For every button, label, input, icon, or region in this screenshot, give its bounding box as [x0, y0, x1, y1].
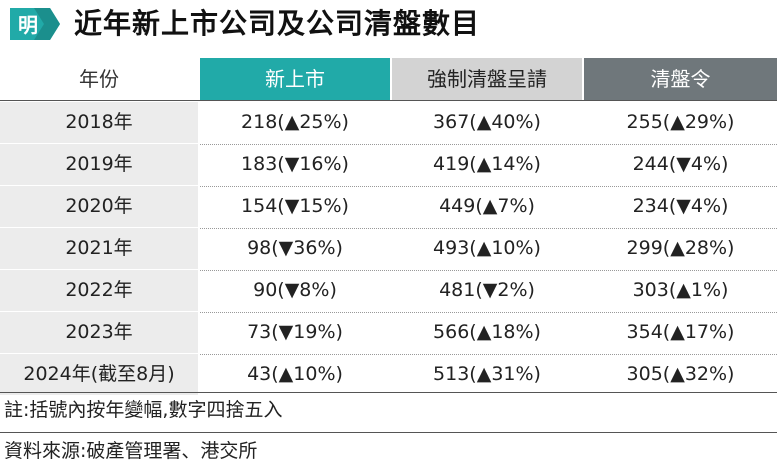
header-year: 年份 [79, 67, 119, 91]
page-title: 近年新上市公司及公司清盤數目 [74, 7, 481, 40]
order-cell: 234(▼4%) [632, 195, 729, 217]
petition-cell: 513(▲31%) [433, 363, 541, 385]
year-cell: 2021年 [0, 228, 198, 269]
row-divider [200, 144, 777, 145]
ming-pao-logo-icon: 明 [10, 8, 60, 40]
note-divider [0, 432, 777, 433]
order-cell: 255(▲29%) [626, 111, 735, 133]
order-cell: 305(▲32%) [626, 363, 735, 385]
row-divider [200, 186, 777, 187]
ipo-cell: 73(▼19%) [247, 321, 343, 343]
table-row: 2024年(截至8月) 43(▲10%) 513(▲31%) 305(▲32%) [0, 354, 777, 395]
ipo-cell: 183(▼16%) [241, 153, 349, 175]
table-bottom-divider [0, 392, 777, 393]
table-row: 2018年 218(▲25%) 367(▲40%) 255(▲29%) [0, 102, 777, 143]
petition-cell: 566(▲18%) [433, 321, 541, 343]
table-row: 2022年 90(▼8%) 481(▼2%) 303(▲1%) [0, 270, 777, 311]
ipo-cell: 98(▼36%) [247, 237, 343, 259]
year-cell: 2023年 [0, 312, 198, 353]
row-divider [200, 270, 777, 271]
year-cell: 2024年(截至8月) [0, 354, 198, 395]
table-row: 2020年 154(▼15%) 449(▲7%) 234(▼4%) [0, 186, 777, 227]
title-bar: 明 近年新上市公司及公司清盤數目 [0, 0, 777, 48]
header-new-listings: 新上市 [200, 58, 390, 100]
table-row: 2021年 98(▼36%) 493(▲10%) 299(▲28%) [0, 228, 777, 269]
petition-cell: 481(▼2%) [439, 279, 535, 301]
row-divider [200, 228, 777, 229]
header-winding-up-orders: 清盤令 [584, 58, 777, 100]
order-cell: 299(▲28%) [626, 237, 735, 259]
order-cell: 354(▲17%) [626, 321, 735, 343]
logo-text: 明 [18, 13, 38, 37]
table-row: 2019年 183(▼16%) 419(▲14%) 244(▼4%) [0, 144, 777, 185]
table-row: 2023年 73(▼19%) 566(▲18%) 354(▲17%) [0, 312, 777, 353]
ipo-cell: 43(▲10%) [247, 363, 343, 385]
header-divider [0, 100, 777, 101]
footnote: 註:括號內按年變幅,數字四捨五入 [4, 399, 283, 421]
header-winding-up-petitions: 強制清盤呈請 [392, 58, 582, 100]
petition-cell: 449(▲7%) [439, 195, 535, 217]
order-cell: 303(▲1%) [632, 279, 729, 301]
row-divider [200, 354, 777, 355]
petition-cell: 493(▲10%) [433, 237, 541, 259]
row-divider [200, 312, 777, 313]
year-cell: 2020年 [0, 186, 198, 227]
order-cell: 244(▼4%) [632, 153, 729, 175]
year-cell: 2019年 [0, 144, 198, 185]
table-header-row: 年份 新上市 強制清盤呈請 清盤令 [0, 58, 777, 100]
year-cell: 2018年 [0, 102, 198, 143]
petition-cell: 367(▲40%) [433, 111, 541, 133]
petition-cell: 419(▲14%) [433, 153, 541, 175]
ipo-cell: 218(▲25%) [241, 111, 349, 133]
source-text: 資料來源:破產管理署、港交所 [4, 440, 258, 462]
year-cell: 2022年 [0, 270, 198, 311]
ipo-cell: 154(▼15%) [241, 195, 349, 217]
ipo-cell: 90(▼8%) [253, 279, 337, 301]
